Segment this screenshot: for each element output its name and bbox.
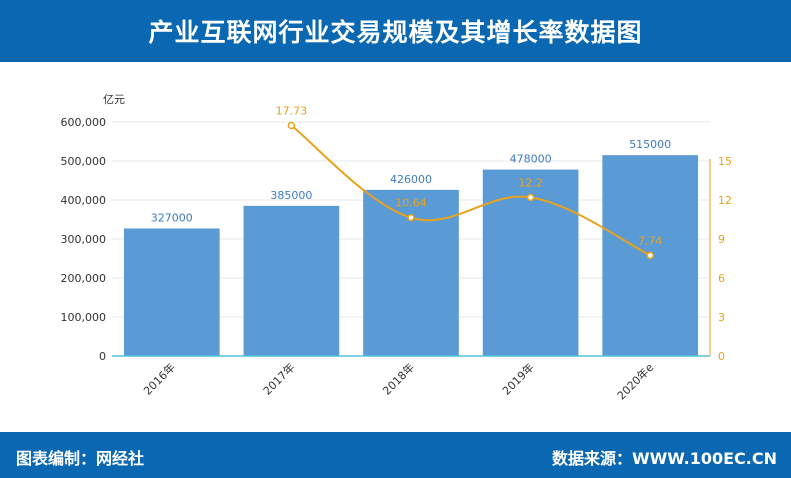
- y2-tick-label: 12: [718, 194, 732, 207]
- bar-value-label: 426000: [390, 173, 432, 186]
- title-banner: 产业互联网行业交易规模及其增长率数据图: [0, 0, 791, 62]
- line-value-label: 7.74: [638, 234, 663, 247]
- y-tick-label: 500,000: [61, 155, 107, 168]
- y-tick-label: 200,000: [61, 272, 107, 285]
- line-point: [526, 193, 535, 202]
- growth-rate-line: [290, 124, 651, 257]
- footer-credit: 图表编制：网经社: [16, 449, 145, 468]
- y2-tick-label: 0: [718, 350, 725, 363]
- bar-value-label: 478000: [510, 153, 552, 166]
- line-point: [407, 213, 415, 222]
- y-tick-label: 0: [99, 350, 106, 363]
- x-tick-label: 2019年: [499, 360, 536, 397]
- x-tick-label: 2017年: [260, 360, 297, 397]
- bar-value-label: 385000: [270, 189, 312, 202]
- y2-tick-label: 3: [718, 311, 725, 324]
- bar: [123, 228, 220, 356]
- chart: 0 100,000 200,000 300,000 400,000 500,000 600,…: [61, 93, 733, 402]
- line-value-label: 17.73: [276, 105, 308, 118]
- line-point: [646, 251, 654, 260]
- y2-tick-label: 6: [718, 272, 725, 285]
- y-tick-label: 100,000: [61, 311, 107, 324]
- line-value-label: 12.2: [518, 176, 543, 189]
- y-tick-label: 300,000: [61, 233, 107, 246]
- line-value-label: 10.64: [395, 197, 427, 210]
- bar: [243, 205, 340, 356]
- y-tick-label: 400,000: [61, 194, 107, 207]
- line-point: [287, 121, 296, 130]
- x-tick-label: 2016年: [140, 360, 177, 397]
- y-axis-unit: 亿元: [103, 93, 125, 106]
- x-tick-label: 2020年e: [614, 360, 656, 402]
- footer-banner: 图表编制：网经社 数据来源：WWW.100EC.CN: [0, 432, 791, 478]
- x-tick-label: 2018年: [380, 360, 417, 397]
- y2-tick-label: 15: [718, 155, 732, 168]
- bar-value-label: 327000: [151, 211, 193, 224]
- y2-tick-label: 9: [718, 233, 725, 246]
- footer-source: 数据来源：WWW.100EC.CN: [551, 449, 777, 468]
- page-title: 产业互联网行业交易规模及其增长率数据图: [148, 18, 643, 47]
- y-tick-label: 600,000: [61, 116, 107, 129]
- bar-value-label: 515000: [629, 138, 671, 151]
